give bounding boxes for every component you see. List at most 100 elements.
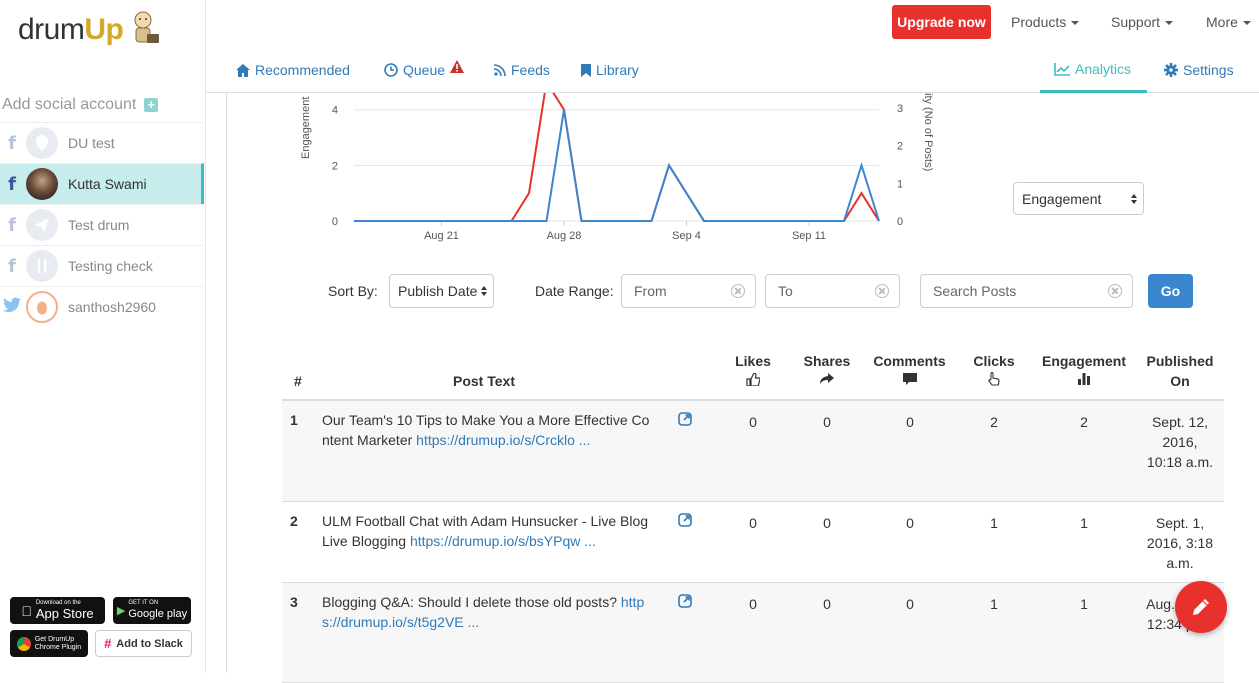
post-link[interactable]: https://drumup.io/s/Crcklo ... — [416, 432, 591, 448]
map-pin-icon — [36, 135, 48, 151]
avatar — [26, 168, 58, 200]
google-play-large-text: Google play — [128, 608, 188, 620]
support-label: Support — [1111, 14, 1161, 30]
post-text: Blogging Q&A: Should I delete those old … — [322, 592, 652, 632]
warning-icon — [450, 59, 465, 73]
more-menu[interactable]: More — [1206, 14, 1251, 30]
sort-select[interactable]: Publish Date — [389, 274, 494, 308]
chrome-plugin-badge[interactable]: Get DrumUp Chrome Plugin — [10, 630, 88, 657]
play-icon: ▶ — [116, 605, 126, 617]
google-play-badge[interactable]: ▶ GET IT ON Google play — [113, 597, 191, 624]
col-engagement[interactable]: Engagement — [1038, 351, 1130, 387]
post-link[interactable]: https://drumup.io/s/bsYPqw ... — [409, 533, 596, 549]
caret-down-icon — [1242, 21, 1251, 26]
account-item[interactable]: f DU test — [0, 122, 204, 163]
external-link-icon[interactable] — [678, 411, 692, 431]
date-range-label: Date Range: — [535, 283, 614, 299]
account-item[interactable]: f Testing check — [0, 245, 204, 286]
from-date-input[interactable]: From — [621, 274, 756, 308]
search-posts-input[interactable]: Search Posts — [920, 274, 1133, 308]
bar-chart-icon — [1038, 371, 1130, 387]
facebook-icon: f — [8, 255, 16, 277]
external-link-icon[interactable] — [678, 593, 692, 613]
col-shares[interactable]: Shares — [801, 351, 853, 387]
tab-settings[interactable]: Settings — [1164, 62, 1234, 78]
from-placeholder: From — [634, 283, 667, 299]
apple-icon:  — [21, 603, 32, 619]
engagement-count: 1 — [1080, 515, 1088, 531]
post-text-body: ULM Football Chat with Adam Hunsucker - … — [322, 513, 649, 549]
clear-icon[interactable] — [1108, 284, 1122, 298]
tab-library[interactable]: Library — [581, 62, 639, 78]
active-tab-underline — [1040, 90, 1147, 93]
engagement-count: 2 — [1080, 414, 1088, 430]
external-link-icon[interactable] — [678, 512, 692, 532]
col-clicks[interactable]: Clicks — [971, 351, 1017, 387]
comments-count: 0 — [906, 515, 914, 531]
tab-recommended[interactable]: Recommended — [236, 62, 350, 78]
table-row: 2 ULM Football Chat with Adam Hunsucker … — [282, 502, 1224, 583]
table-row: 1 Our Team's 10 Tips to Make You a More … — [282, 401, 1224, 502]
col-comments[interactable]: Comments — [872, 351, 947, 387]
slack-badge[interactable]: # Add to Slack — [95, 630, 192, 657]
table-row: 3 Blogging Q&A: Should I delete those ol… — [282, 583, 1224, 683]
metric-select-value: Engagement — [1022, 190, 1102, 207]
clear-icon[interactable] — [875, 284, 889, 298]
clear-icon[interactable] — [731, 284, 745, 298]
account-item[interactable]: santhosh2960 — [0, 286, 204, 327]
products-menu[interactable]: Products — [1011, 14, 1080, 30]
likes-count: 0 — [749, 414, 757, 430]
account-item-active[interactable]: f Kutta Swami — [0, 163, 204, 204]
y-right-tick-label: 0 — [897, 216, 903, 228]
support-menu[interactable]: Support — [1111, 14, 1174, 30]
top-navbar: Upgrade now Products Support More — [206, 0, 1259, 44]
y-left-tick-label: 4 — [332, 105, 338, 117]
col-post-text: Post Text — [453, 373, 515, 389]
x-tick-label: Sep 11 — [792, 230, 826, 242]
tab-feeds[interactable]: Feeds — [494, 62, 550, 78]
upgrade-button[interactable]: Upgrade now — [892, 5, 991, 39]
engagement-count: 1 — [1080, 596, 1088, 612]
drumup-logo[interactable]: drumUp — [18, 8, 161, 52]
account-item[interactable]: f Test drum — [0, 204, 204, 245]
likes-count: 0 — [749, 515, 757, 531]
chrome-icon — [16, 636, 31, 651]
to-date-input[interactable]: To — [765, 274, 900, 308]
y-right-tick-label: 2 — [897, 141, 903, 153]
sidebar: drumUp Add social account + f DU test f … — [0, 0, 206, 673]
col-published-on[interactable]: Published On — [1146, 353, 1214, 389]
avatar — [26, 209, 58, 241]
clicks-count: 2 — [990, 414, 998, 430]
tab-library-label: Library — [596, 62, 639, 78]
tab-queue[interactable]: Queue — [384, 59, 465, 78]
clicks-count: 1 — [990, 515, 998, 531]
add-social-account-label: Add social account — [2, 96, 137, 113]
post-text: ULM Football Chat with Adam Hunsucker - … — [322, 511, 652, 551]
likes-count: 0 — [749, 596, 757, 612]
tab-analytics[interactable]: Analytics — [1054, 61, 1131, 77]
add-social-account[interactable]: Add social account + — [2, 96, 159, 114]
row-num: 1 — [290, 412, 298, 428]
go-button[interactable]: Go — [1148, 274, 1193, 308]
mascot-icon — [134, 11, 160, 43]
shares-count: 0 — [823, 596, 831, 612]
chrome-line1: Get DrumUp — [34, 635, 75, 643]
col-engagement-label: Engagement — [1041, 353, 1126, 369]
products-label: Products — [1011, 14, 1067, 30]
account-name: santhosh2960 — [68, 299, 156, 315]
post-text-body: Our Team's 10 Tips to Make You a More Ef… — [322, 412, 650, 448]
metric-select[interactable]: Engagement — [1013, 182, 1144, 215]
select-arrows-icon — [481, 286, 487, 296]
published-date: Sept. 12, 2016, 10:18 a.m. — [1146, 414, 1214, 470]
post-link[interactable]: https://drumup.io/s/t5g2VE ... — [322, 594, 645, 630]
clock-icon — [384, 63, 398, 77]
plus-icon[interactable]: + — [144, 98, 159, 112]
y-left-tick-label: 0 — [332, 216, 338, 228]
cutlery-icon — [38, 259, 47, 273]
compose-button[interactable] — [1175, 581, 1227, 633]
tab-feeds-label: Feeds — [511, 62, 550, 78]
col-likes[interactable]: Likes — [732, 351, 774, 387]
hand-pointer-icon — [971, 371, 1017, 387]
table-header: # Post Text Likes Shares Comments Clicks… — [282, 351, 1224, 401]
